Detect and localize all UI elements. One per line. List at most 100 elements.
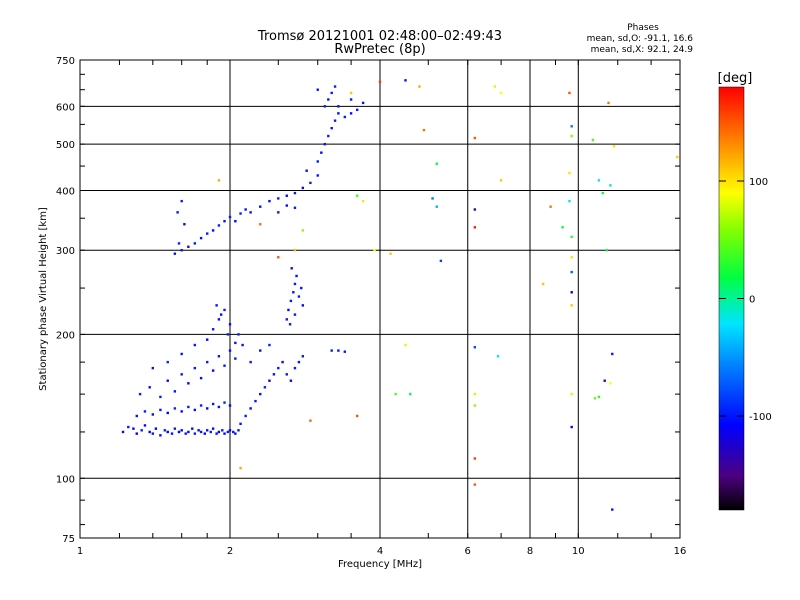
data-point <box>473 392 477 396</box>
data-point <box>219 313 223 316</box>
data-point <box>249 211 252 214</box>
data-point <box>211 402 215 406</box>
data-point <box>290 267 293 270</box>
data-point <box>293 206 297 210</box>
data-point <box>355 108 359 112</box>
data-point <box>223 401 226 404</box>
y-tick-label: 300 <box>56 246 75 257</box>
y-axis-label: Stationary phase Virtual Height [km] <box>38 207 49 391</box>
data-point <box>316 160 319 163</box>
data-point <box>301 304 305 307</box>
colorbar-tick-label: 0 <box>749 295 755 306</box>
data-point <box>166 430 169 434</box>
data-point <box>180 373 183 376</box>
data-point <box>217 224 221 227</box>
data-point <box>148 386 151 389</box>
data-point <box>143 410 147 413</box>
x-tick-label: 2 <box>227 546 233 557</box>
data-point <box>268 379 271 382</box>
data-point <box>217 355 221 358</box>
data-point <box>193 408 197 412</box>
y-tick-label: 750 <box>56 56 75 67</box>
data-point <box>209 430 212 434</box>
data-point <box>439 259 443 263</box>
data-point <box>215 304 218 307</box>
data-point <box>193 242 197 245</box>
data-point <box>132 427 135 430</box>
colorbar-tick-label: -100 <box>749 412 772 423</box>
data-point <box>349 112 353 115</box>
plot-frame <box>79 59 681 539</box>
data-point <box>473 457 477 460</box>
data-point <box>203 432 206 435</box>
data-point <box>154 427 158 430</box>
data-point <box>173 252 177 255</box>
data-point <box>239 422 242 426</box>
data-point <box>473 483 477 486</box>
data-point <box>180 410 183 413</box>
data-point <box>293 191 297 195</box>
data-point <box>166 360 169 364</box>
data-point <box>135 414 138 418</box>
data-point <box>570 134 573 138</box>
y-tick-label: 600 <box>56 102 75 113</box>
data-point <box>541 282 545 286</box>
data-point <box>323 142 327 146</box>
data-point <box>193 343 197 347</box>
data-point <box>337 105 340 108</box>
data-point <box>193 366 197 370</box>
data-point <box>422 128 426 132</box>
data-point <box>404 343 407 347</box>
data-point <box>277 197 280 200</box>
data-point <box>297 360 301 364</box>
data-point <box>285 204 288 207</box>
data-point <box>173 427 177 430</box>
data-point <box>297 295 301 298</box>
data-point <box>330 349 333 352</box>
data-point <box>473 226 477 229</box>
data-point <box>285 194 288 197</box>
data-point <box>570 125 573 128</box>
data-point <box>301 355 305 358</box>
data-point <box>309 419 312 422</box>
data-point <box>293 282 297 286</box>
data-point <box>327 98 330 101</box>
data-point <box>305 169 308 172</box>
x-tick-label: 10 <box>572 546 585 557</box>
data-point <box>601 191 605 195</box>
data-point <box>176 211 179 214</box>
data-point <box>285 373 288 376</box>
data-point <box>301 186 305 190</box>
data-point <box>349 91 353 95</box>
data-point <box>234 220 237 223</box>
data-point <box>199 236 203 240</box>
data-point <box>127 425 130 429</box>
data-point <box>473 136 477 140</box>
data-point <box>355 194 359 197</box>
data-point <box>197 429 200 432</box>
data-point <box>166 411 169 415</box>
data-point <box>330 126 333 130</box>
data-point <box>493 85 497 88</box>
y-tick-label: 500 <box>56 140 75 151</box>
data-point <box>277 366 280 370</box>
data-point <box>187 245 190 248</box>
data-point <box>226 333 230 336</box>
data-point <box>609 382 612 385</box>
data-point <box>473 404 477 407</box>
data-point <box>223 432 226 435</box>
data-point <box>603 379 606 382</box>
data-point <box>163 429 167 432</box>
data-point <box>170 432 174 435</box>
data-point <box>211 328 215 331</box>
data-point <box>499 91 503 95</box>
data-point <box>373 249 376 252</box>
x-tick-label: 8 <box>527 546 533 557</box>
data-point <box>159 395 162 399</box>
data-point <box>205 232 209 235</box>
data-point <box>378 80 382 84</box>
data-point <box>259 392 262 396</box>
data-point <box>166 379 169 382</box>
data-point <box>611 508 614 511</box>
data-point <box>473 346 477 349</box>
